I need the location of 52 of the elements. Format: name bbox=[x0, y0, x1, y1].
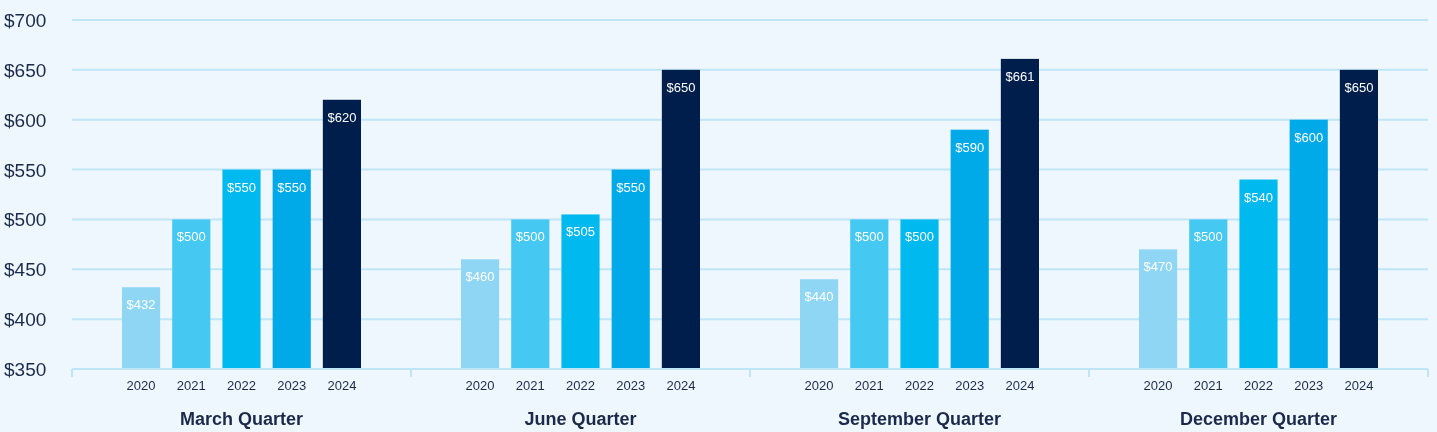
data-label: $470 bbox=[1143, 259, 1173, 275]
data-label: $550 bbox=[616, 179, 646, 195]
text: 2020 bbox=[465, 378, 495, 393]
data-label: $650 bbox=[666, 79, 696, 95]
data-label: $540 bbox=[1244, 189, 1273, 205]
y-tick-label: $450 bbox=[4, 259, 47, 281]
y-tick-label: $500 bbox=[4, 209, 47, 231]
data-label: $460 bbox=[465, 269, 495, 285]
text: 2022 bbox=[1244, 378, 1273, 393]
y-tick-label: $650 bbox=[4, 59, 47, 81]
y-tick-label: $550 bbox=[4, 159, 47, 181]
x-tick-label: September Quarter bbox=[837, 409, 1002, 429]
text: 2020 bbox=[804, 378, 834, 393]
data-label: $661 bbox=[1005, 68, 1035, 84]
series-label: 2021 bbox=[176, 378, 206, 393]
text: 2024 bbox=[1344, 378, 1374, 393]
data-label: $500 bbox=[515, 229, 545, 245]
x-tick-label: March Quarter bbox=[179, 409, 304, 429]
data-label: $550 bbox=[227, 179, 256, 195]
x-tick-label: December Quarter bbox=[1179, 409, 1338, 429]
text: 2021 bbox=[1193, 378, 1223, 393]
text: 2024 bbox=[1005, 378, 1035, 393]
text: 2023 bbox=[955, 378, 985, 393]
data-label: $600 bbox=[1294, 129, 1324, 145]
data-label: $505 bbox=[566, 224, 595, 240]
text: 2021 bbox=[854, 378, 884, 393]
data-label: $550 bbox=[277, 179, 307, 195]
series-label: 2022 bbox=[227, 378, 256, 393]
data-label: $590 bbox=[955, 139, 985, 155]
text: 2020 bbox=[1143, 378, 1173, 393]
series-label: 2020 bbox=[126, 378, 156, 393]
text: 2023 bbox=[616, 378, 646, 393]
text: 2021 bbox=[515, 378, 545, 393]
data-label: $650 bbox=[1344, 79, 1374, 95]
y-tick-label: $600 bbox=[4, 109, 47, 131]
data-label: $620 bbox=[327, 109, 357, 125]
x-tick-label: June Quarter bbox=[524, 409, 637, 429]
series-label: 2023 bbox=[277, 378, 307, 393]
text: 2022 bbox=[905, 378, 934, 393]
data-label: $500 bbox=[176, 229, 206, 245]
data-label: $500 bbox=[1193, 229, 1223, 245]
text: 2023 bbox=[1294, 378, 1324, 393]
y-tick-label: $350 bbox=[4, 359, 47, 380]
data-label: $500 bbox=[854, 229, 884, 245]
series-label: 2024 bbox=[327, 378, 357, 393]
data-label: $500 bbox=[905, 229, 934, 245]
text: 2022 bbox=[566, 378, 595, 393]
data-label: $432 bbox=[126, 297, 156, 313]
y-tick-label: $700 bbox=[4, 10, 47, 31]
y-tick-label: $400 bbox=[4, 309, 47, 331]
data-label: $440 bbox=[804, 289, 834, 305]
text: 2024 bbox=[666, 378, 696, 393]
